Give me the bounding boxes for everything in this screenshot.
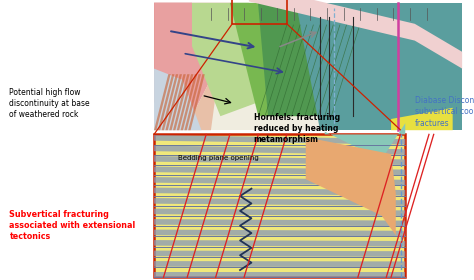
Polygon shape	[154, 261, 405, 267]
Polygon shape	[154, 272, 405, 277]
Polygon shape	[173, 74, 190, 130]
Bar	[232, 0, 287, 24]
Polygon shape	[181, 74, 197, 130]
Polygon shape	[154, 74, 171, 130]
Polygon shape	[154, 60, 220, 130]
Bar	[154, 134, 405, 277]
Polygon shape	[391, 108, 453, 130]
Polygon shape	[162, 74, 178, 130]
Polygon shape	[177, 74, 193, 130]
Text: Subvertical fracturing
associated with extensional
tectonics: Subvertical fracturing associated with e…	[9, 210, 136, 241]
Polygon shape	[154, 69, 201, 130]
Polygon shape	[154, 3, 192, 102]
Text: Diabase Discontinuous,
subvertical cooling
fractures: Diabase Discontinuous, subvertical cooli…	[415, 96, 474, 128]
Bar	[154, 3, 462, 130]
Polygon shape	[154, 198, 405, 206]
Ellipse shape	[288, 183, 300, 186]
Ellipse shape	[345, 194, 356, 198]
Polygon shape	[154, 177, 405, 185]
Polygon shape	[296, 3, 462, 130]
Polygon shape	[154, 156, 405, 165]
Text: Hornfels: fracturing
reduced by heating
metamorphism: Hornfels: fracturing reduced by heating …	[254, 113, 340, 144]
Polygon shape	[154, 219, 405, 226]
Text: Potential high flow
discontinuity at base
of weathered rock: Potential high flow discontinuity at bas…	[9, 88, 90, 119]
Polygon shape	[154, 209, 405, 216]
Polygon shape	[154, 135, 405, 144]
Text: Bedding plane opening: Bedding plane opening	[178, 155, 258, 161]
Polygon shape	[154, 240, 405, 247]
Polygon shape	[154, 251, 405, 257]
Polygon shape	[230, 3, 306, 116]
Polygon shape	[158, 74, 174, 130]
Polygon shape	[154, 230, 405, 236]
Polygon shape	[325, 123, 405, 160]
Polygon shape	[165, 74, 182, 130]
Ellipse shape	[374, 200, 385, 203]
Polygon shape	[154, 188, 405, 196]
Polygon shape	[258, 3, 334, 116]
Polygon shape	[188, 74, 205, 130]
Polygon shape	[154, 146, 405, 155]
Polygon shape	[184, 74, 201, 130]
Polygon shape	[249, 0, 462, 69]
Ellipse shape	[316, 189, 328, 192]
Polygon shape	[306, 137, 396, 235]
Polygon shape	[154, 167, 405, 175]
Ellipse shape	[259, 178, 271, 181]
Polygon shape	[169, 74, 186, 130]
Polygon shape	[192, 3, 258, 116]
Polygon shape	[154, 3, 230, 116]
